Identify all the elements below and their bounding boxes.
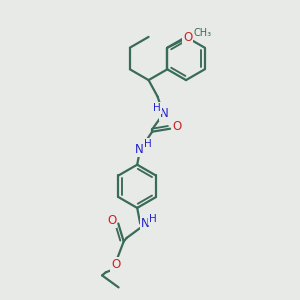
Text: O: O — [107, 214, 116, 227]
Text: O: O — [172, 120, 182, 133]
Text: O: O — [183, 31, 192, 44]
Text: CH₃: CH₃ — [194, 28, 212, 38]
Text: N: N — [160, 106, 169, 120]
Text: H: H — [143, 139, 151, 149]
Text: N: N — [141, 217, 149, 230]
Text: O: O — [111, 258, 120, 272]
Text: N: N — [135, 142, 144, 156]
Text: H: H — [153, 103, 161, 113]
Text: H: H — [149, 214, 157, 224]
